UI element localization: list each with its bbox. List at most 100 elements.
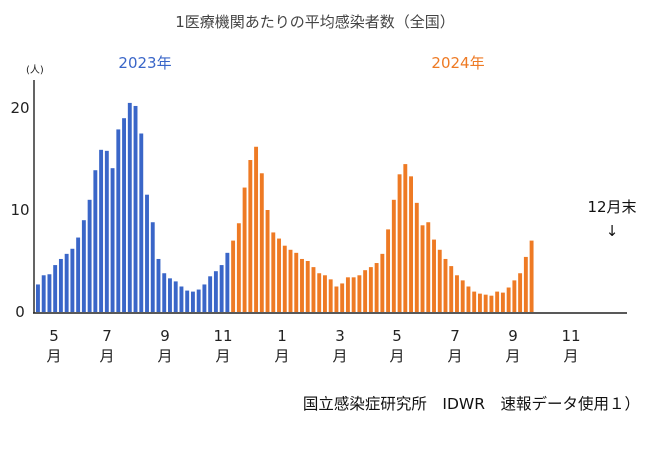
bar-2024-14: [311, 267, 316, 312]
bar-2024-29: [397, 174, 402, 312]
bar-2023-23: [168, 278, 172, 312]
bar-2024-47: [500, 292, 505, 312]
bar-2024-51: [523, 256, 528, 312]
bars-group: [36, 102, 534, 313]
bar-2024-35: [432, 239, 436, 312]
bar-2023-19: [145, 194, 149, 312]
bar-2023-18: [139, 133, 144, 312]
chart-title: 1医療機関あたりの平均感染者数（全国）: [175, 13, 455, 31]
bar-2023-30: [208, 276, 213, 312]
bar-2024-7: [271, 232, 276, 312]
bar-2024-10: [288, 249, 293, 312]
bar-2023-12: [104, 150, 109, 312]
bar-2024-34: [426, 222, 431, 312]
x-tick-unit: 月: [332, 347, 347, 365]
bar-2024-42: [472, 291, 477, 312]
bar-2023-28: [196, 289, 201, 312]
bar-2024-18: [334, 286, 339, 312]
y-tick-labels: 0 10 20: [10, 99, 29, 321]
y-tick-label: 20: [10, 99, 29, 117]
bar-2024-23: [363, 270, 368, 312]
x-tick-label: 5: [49, 327, 59, 345]
x-tick-unit: 月: [505, 347, 520, 365]
x-tick-unit: 月: [157, 347, 172, 365]
bar-2024-17: [328, 279, 333, 312]
x-tick-unit: 月: [99, 347, 114, 365]
y-tick-label: 10: [10, 201, 29, 219]
bar-2023-10: [93, 170, 98, 312]
x-tick-label: 7: [102, 327, 112, 345]
bar-2024-45: [489, 295, 494, 312]
bar-2023-3: [53, 265, 58, 312]
bar-2024-41: [466, 286, 471, 312]
bar-2024-13: [305, 261, 310, 312]
y-axis-unit: (人): [26, 64, 44, 76]
bar-2023-25: [179, 286, 184, 312]
bar-2023-33: [225, 252, 230, 312]
bar-2024-15: [317, 273, 322, 312]
bar-2023-29: [202, 284, 207, 312]
bar-2023-15: [122, 118, 126, 312]
x-tick-unit: 月: [563, 347, 578, 365]
x-tick-label: 3: [335, 327, 345, 345]
x-tick-unit: 月: [46, 347, 61, 365]
bar-2024-33: [420, 225, 425, 312]
bar-2023-26: [185, 290, 190, 312]
bar-2024-43: [477, 293, 482, 312]
series-label-2023: 2023年: [118, 54, 171, 72]
bar-2024-38: [449, 266, 454, 312]
bar-2024-8: [277, 238, 281, 312]
bar-2024-21: [351, 277, 356, 312]
bar-2024-49: [512, 280, 517, 312]
bar-2024-19: [340, 283, 345, 312]
bar-2024-40: [460, 280, 465, 312]
bar-2024-36: [437, 249, 442, 312]
y-tick-label: 0: [15, 303, 25, 321]
bar-2024-46: [495, 291, 500, 312]
bar-2024-27: [386, 229, 391, 312]
bar-2024-30: [403, 164, 408, 312]
bar-2023-6: [70, 248, 75, 312]
bar-2023-2: [47, 274, 52, 312]
bar-2024-9: [282, 245, 287, 312]
x-tick-unit: 月: [389, 347, 404, 365]
bar-2024-4: [254, 146, 259, 312]
bar-2023-20: [150, 222, 155, 312]
bar-2024-50: [518, 273, 523, 312]
bar-2023-11: [99, 149, 104, 312]
bar-2023-22: [162, 273, 167, 312]
bar-2023-1: [41, 275, 46, 312]
bar-2024-25: [374, 263, 379, 312]
bar-2023-4: [58, 258, 63, 312]
bar-2023-5: [64, 253, 69, 312]
bar-2024-12: [300, 258, 304, 312]
bar-2023-24: [173, 281, 178, 312]
x-tick-unit: 月: [215, 347, 230, 365]
bar-2024-28: [391, 199, 396, 312]
bar-2024-37: [443, 258, 448, 312]
bar-2024-20: [345, 277, 350, 312]
bar-2024-48: [506, 287, 511, 312]
down-arrow-icon: ↓: [606, 222, 619, 240]
bar-2024-26: [380, 253, 385, 312]
bar-2024-32: [414, 202, 419, 312]
bar-2024-24: [368, 267, 373, 312]
bar-2023-31: [213, 271, 218, 312]
bar-2023-17: [133, 105, 138, 313]
bar-2023-9: [87, 199, 92, 312]
bar-2024-39: [455, 275, 459, 312]
x-tick-label: 1: [277, 327, 287, 345]
bar-2024-11: [294, 252, 299, 312]
bar-2024-3: [248, 160, 253, 312]
bar-2023-16: [127, 102, 132, 313]
bar-2023-14: [116, 129, 121, 312]
x-tick-label: 11: [213, 327, 232, 345]
bar-2023-0: [36, 284, 40, 312]
x-tick-label: 5: [392, 327, 402, 345]
bar-2024-2: [242, 187, 247, 312]
source-note: 国立感染症研究所 IDWR 速報データ使用１）: [303, 394, 640, 413]
x-tick-label: 9: [508, 327, 518, 345]
bar-2023-32: [219, 265, 224, 312]
bar-2024-0: [231, 240, 236, 312]
